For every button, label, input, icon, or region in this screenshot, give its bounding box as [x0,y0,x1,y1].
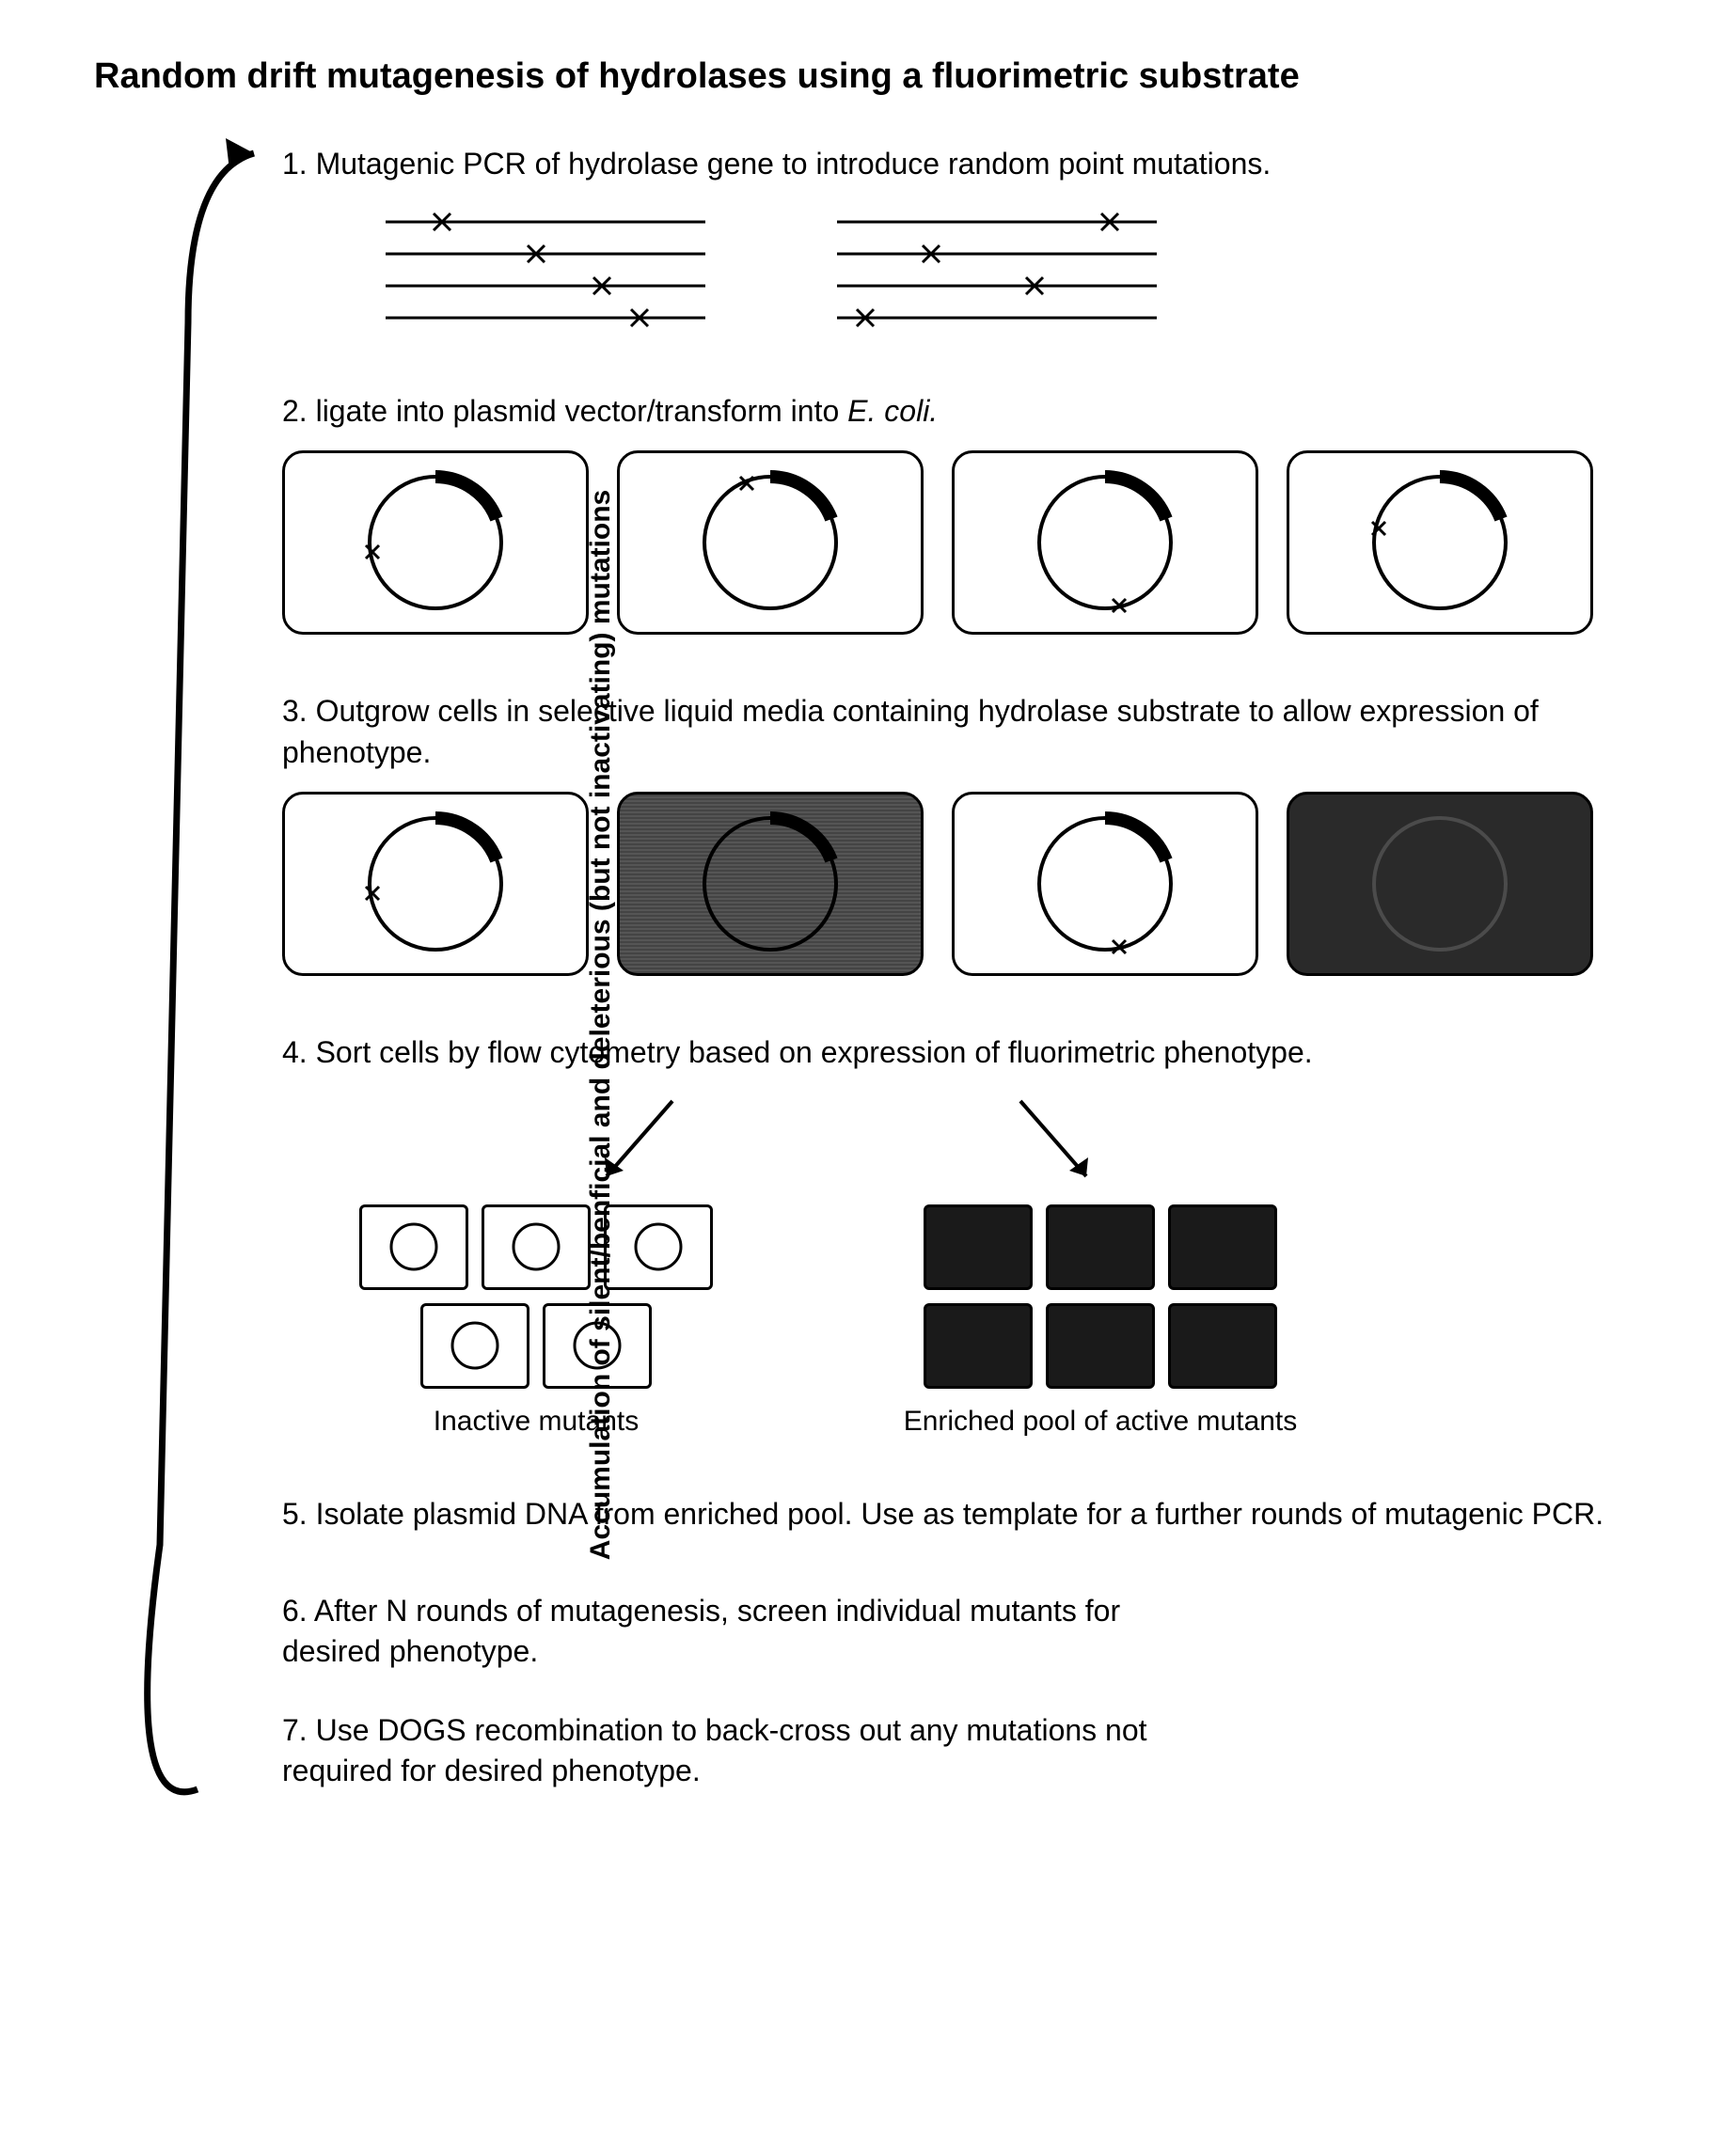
mini-cell-dark [1046,1204,1155,1290]
arrow-right-icon [1002,1092,1114,1195]
step-3: 3. Outgrow cells in selective liquid med… [282,691,1627,975]
page-title: Random drift mutagenesis of hydrolases u… [94,56,1627,97]
mini-cell-dark [924,1303,1033,1389]
plasmid-icon [1025,804,1185,964]
mini-cell-light [482,1204,591,1290]
plasmid-icon [1360,804,1520,964]
plasmid-row-2 [282,792,1627,976]
step-1: 1. Mutagenic PCR of hydrolase gene to in… [282,144,1627,354]
dna-diagram [376,203,1627,354]
step-6: 6. After N rounds of mutagenesis, screen… [282,1591,1627,1672]
mini-cell-dark [1046,1303,1155,1389]
page: Random drift mutagenesis of hydrolases u… [75,56,1627,1829]
sort-row: Inactive mutants Enriched pool of active… [339,1204,1627,1438]
plasmid-cell-dark [617,792,924,976]
step-7-text: 7. Use DOGS recombination to back-cross … [282,1710,1223,1791]
sort-arrows [423,1092,1270,1195]
step-4: 4. Sort cells by flow cytometry based on… [282,1032,1627,1438]
mini-cell-light [420,1303,529,1389]
plasmid-cell-dark [1287,792,1593,976]
step-5: 5. Isolate plasmid DNA from enriched poo… [282,1494,1627,1534]
step-2-italic: E. coli. [847,394,938,428]
active-label: Enriched pool of active mutants [904,1406,1298,1438]
plasmid-icon [355,463,515,622]
sidebar: Accumulation of silent/benficial and del… [75,144,188,1829]
mini-cell-light [604,1204,713,1290]
mini-cell-dark [1168,1303,1277,1389]
step-4-text: 4. Sort cells by flow cytometry based on… [282,1032,1627,1073]
plasmid-cell [617,450,924,635]
step-1-text: 1. Mutagenic PCR of hydrolase gene to in… [282,144,1627,184]
plasmid-icon [690,804,850,964]
active-grid [903,1204,1298,1389]
plasmid-icon [1360,463,1520,622]
step-2: 2. ligate into plasmid vector/transform … [282,391,1627,635]
sidebar-label: Accumulation of silent/benficial and del… [585,490,617,1560]
cycle-arrow [132,134,263,1827]
plasmid-icon [690,463,850,622]
body-row: Accumulation of silent/benficial and del… [75,144,1627,1829]
plasmid-cell-light [282,792,589,976]
plasmid-cell [952,450,1258,635]
inactive-grid [339,1204,734,1389]
steps-column: 1. Mutagenic PCR of hydrolase gene to in… [188,144,1627,1829]
mini-cell-light [359,1204,468,1290]
plasmid-cell-light [952,792,1258,976]
step-7: 7. Use DOGS recombination to back-cross … [282,1710,1627,1791]
step-2-text: 2. ligate into plasmid vector/transform … [282,391,1627,432]
plasmid-cell [282,450,589,635]
mini-cell-dark [924,1204,1033,1290]
dna-block-right [828,203,1166,354]
plasmid-row-1 [282,450,1627,635]
step-5-text: 5. Isolate plasmid DNA from enriched poo… [282,1494,1627,1534]
plasmid-icon [355,804,515,964]
inactive-group: Inactive mutants [339,1204,734,1438]
plasmid-icon [1025,463,1185,622]
dna-block-left [376,203,715,354]
mini-cell-dark [1168,1204,1277,1290]
active-group: Enriched pool of active mutants [903,1204,1298,1438]
step-3-text: 3. Outgrow cells in selective liquid med… [282,691,1627,772]
plasmid-cell [1287,450,1593,635]
step-6-text: 6. After N rounds of mutagenesis, screen… [282,1591,1223,1672]
step-2-pre: 2. ligate into plasmid vector/transform … [282,394,847,428]
